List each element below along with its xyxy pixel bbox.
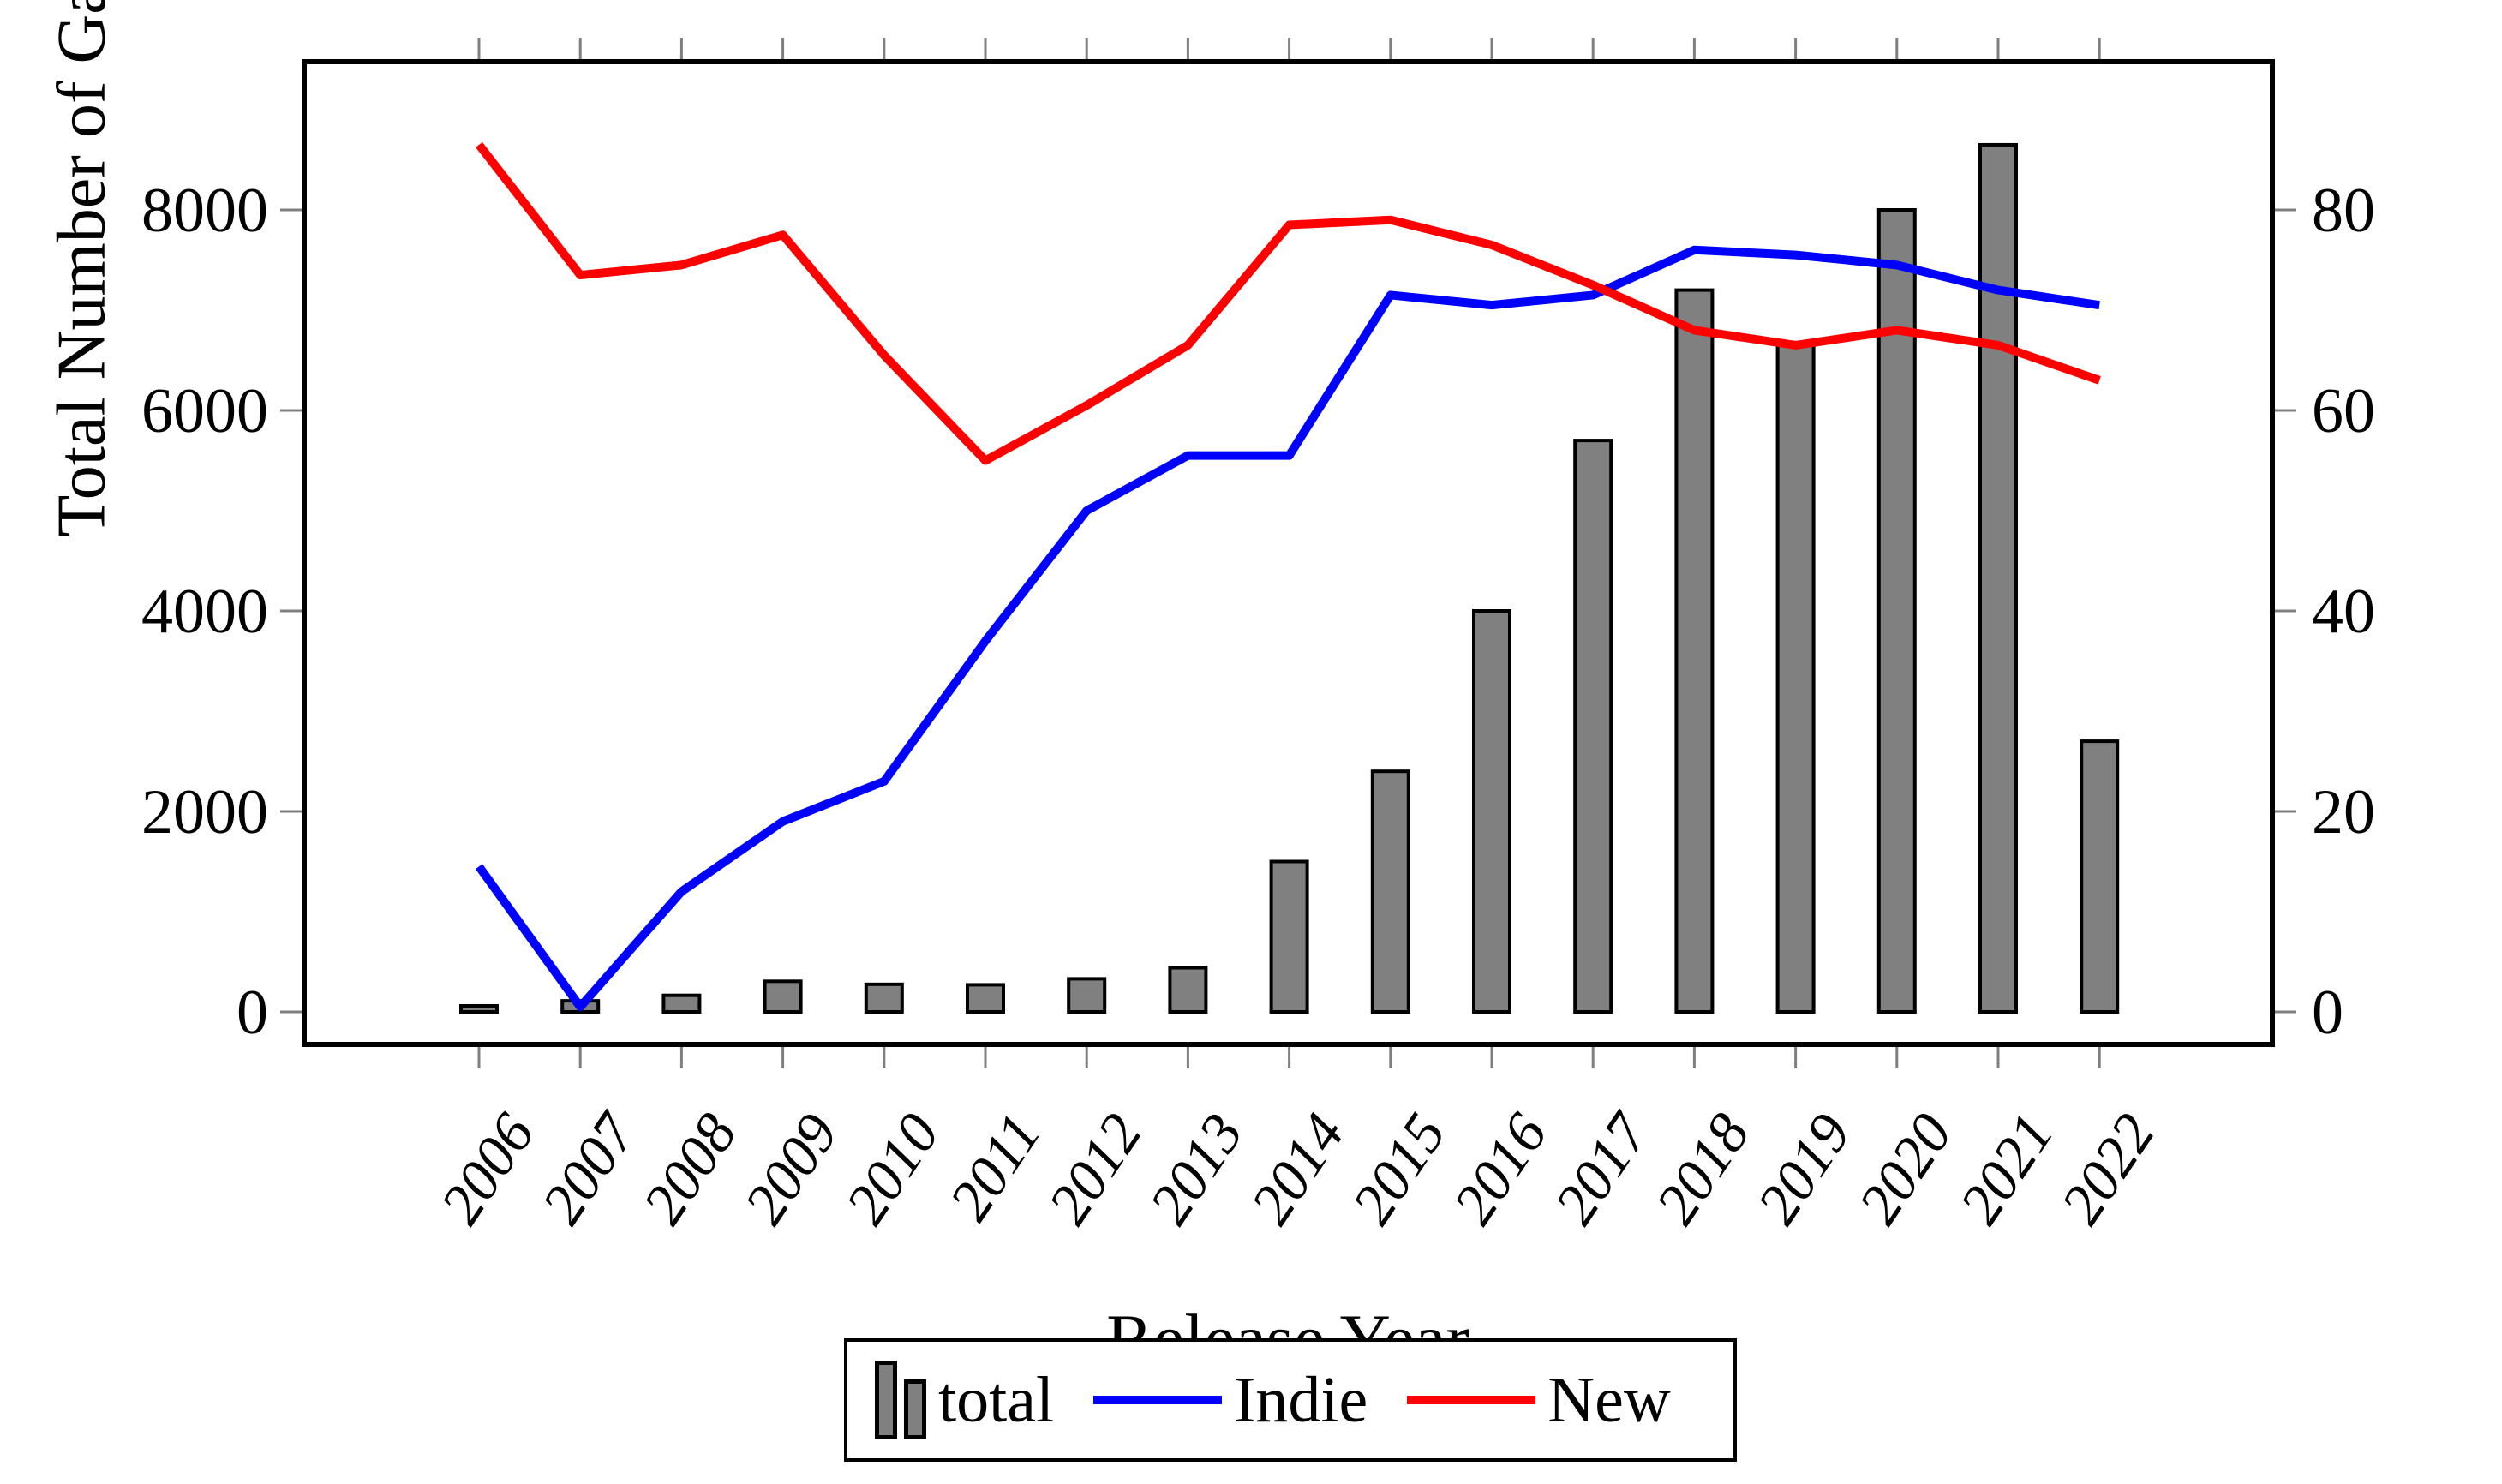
bar-total-2013 — [1168, 966, 1208, 1014]
bar-total-2022 — [2080, 739, 2120, 1014]
y-tick-label-left-8000: 8000 — [141, 176, 268, 246]
legend-label-indie: Indie — [1234, 1363, 1368, 1436]
bar-total-2016 — [1472, 609, 1511, 1014]
y-tick-label-left-4000: 4000 — [141, 577, 268, 647]
x-tick-label-2008: 2008 — [630, 1102, 749, 1235]
y-tick-label-right-40: 40 — [2312, 577, 2375, 647]
x-tick-label-2016: 2016 — [1440, 1102, 1559, 1235]
x-tick-label-2021: 2021 — [1947, 1102, 2066, 1235]
bar-total-2020 — [1876, 208, 1917, 1014]
indie-line-icon — [1093, 1396, 1223, 1404]
legend-label-new: New — [1547, 1363, 1671, 1436]
bar-total-2017 — [1573, 439, 1613, 1014]
total-bar-icon — [875, 1361, 926, 1439]
new-line-icon — [1407, 1396, 1536, 1404]
bar-total-2019 — [1775, 343, 1816, 1014]
x-tick-label-2007: 2007 — [529, 1100, 649, 1236]
y-tick-label-left-0: 0 — [236, 978, 268, 1048]
bar-total-2014 — [1269, 859, 1309, 1014]
x-tick-label-2011: 2011 — [937, 1102, 1053, 1231]
bar-total-2021 — [1978, 142, 2018, 1014]
plot-border — [302, 59, 2275, 1047]
x-tick-label-2022: 2022 — [2048, 1102, 2167, 1235]
x-tick-label-2013: 2013 — [1136, 1102, 1255, 1235]
legend: total Indie New — [844, 1338, 1737, 1462]
bar-total-2009 — [763, 979, 803, 1014]
y-tick-label-left-2000: 2000 — [141, 777, 268, 847]
y-tick-label-right-20: 20 — [2312, 777, 2375, 847]
bar-total-2008 — [661, 993, 702, 1014]
legend-item-new: New — [1368, 1363, 1671, 1438]
x-tick-label-2006: 2006 — [428, 1102, 547, 1235]
x-tick-label-2009: 2009 — [731, 1102, 850, 1235]
x-tick-label-2010: 2010 — [833, 1102, 952, 1235]
x-tick-label-2017: 2017 — [1541, 1100, 1662, 1236]
y-tick-label-right-80: 80 — [2312, 176, 2375, 246]
bar-total-2018 — [1674, 288, 1715, 1014]
x-tick-label-2015: 2015 — [1339, 1102, 1458, 1235]
y-tick-label-right-60: 60 — [2312, 376, 2375, 446]
bar-total-2006 — [459, 1003, 499, 1014]
legend-item-total: total — [847, 1361, 1054, 1439]
left-axis-title: Total Number of Games — [44, 0, 120, 537]
x-tick-label-2020: 2020 — [1846, 1102, 1965, 1235]
y-tick-label-right-0: 0 — [2312, 978, 2343, 1048]
bar-total-2012 — [1067, 977, 1107, 1014]
x-tick-label-2018: 2018 — [1643, 1102, 1762, 1235]
x-tick-label-2014: 2014 — [1237, 1102, 1356, 1235]
x-tick-label-2012: 2012 — [1035, 1102, 1154, 1235]
legend-item-indie: Indie — [1054, 1363, 1368, 1438]
x-tick-label-2019: 2019 — [1744, 1102, 1863, 1235]
line-Indie — [475, 245, 2100, 1012]
bar-total-2015 — [1370, 769, 1410, 1014]
line-New — [476, 141, 2101, 465]
bar-total-2011 — [966, 983, 1005, 1014]
legend-label-total: total — [938, 1363, 1055, 1436]
bar-total-2010 — [864, 982, 904, 1014]
y-tick-label-left-6000: 6000 — [141, 376, 268, 446]
